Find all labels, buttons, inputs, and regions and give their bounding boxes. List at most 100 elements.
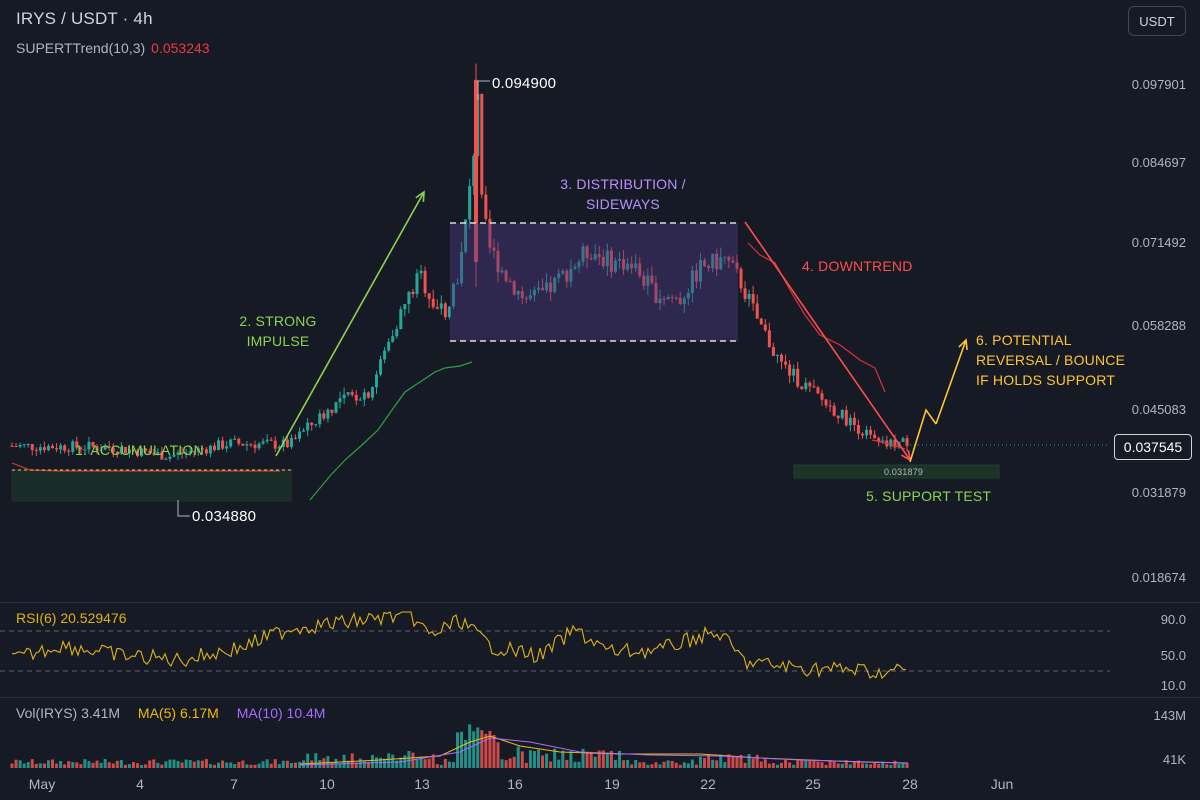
candle-body <box>403 304 407 310</box>
candle-body <box>626 263 630 270</box>
volume-bar <box>666 760 670 768</box>
candle <box>330 409 334 417</box>
candle-body <box>622 258 626 270</box>
volume-legend[interactable]: Vol(IRYS) 3.41M MA(5) 6.17M MA(10) 10.4M <box>16 705 325 721</box>
candle <box>59 443 63 454</box>
candle-body <box>168 456 172 459</box>
candle-body <box>881 440 885 442</box>
supertrend-legend[interactable]: SUPERTTrend(10,3) 0.053243 <box>16 40 210 56</box>
volume-bar <box>51 759 54 768</box>
candle <box>828 399 832 412</box>
supertrend-segment-down <box>871 439 906 450</box>
volume-bar <box>34 763 38 768</box>
candle-body <box>844 410 848 426</box>
volume-bar <box>144 764 148 768</box>
candle-body <box>237 438 241 444</box>
volume-bar <box>828 760 832 768</box>
panel-separator[interactable] <box>0 602 1200 603</box>
candle-body <box>707 266 711 269</box>
candle <box>460 241 464 287</box>
volume-bar <box>577 761 581 768</box>
symbol-title[interactable]: IRYS / USDT · 4h <box>16 9 153 28</box>
candle-body <box>690 270 694 293</box>
candle-body <box>775 354 779 356</box>
candle-body <box>164 458 168 460</box>
candle <box>670 294 674 304</box>
candle-body <box>204 449 208 454</box>
phase6-line2: REVERSAL / BOUNCE <box>976 352 1126 368</box>
candle <box>196 446 200 456</box>
volume-bar <box>512 756 516 768</box>
candle <box>152 449 156 457</box>
volume-bar <box>168 759 172 768</box>
candle <box>302 428 306 433</box>
candle <box>642 270 646 290</box>
candle-body <box>460 251 464 284</box>
candle <box>836 415 840 424</box>
volume-bar <box>613 760 617 768</box>
candle <box>383 347 387 364</box>
currency-button[interactable]: USDT <box>1128 6 1186 36</box>
volume-bar <box>277 764 281 768</box>
candle-body <box>370 387 374 398</box>
candle-body <box>496 250 500 273</box>
volume-bar <box>403 755 407 768</box>
candle-body <box>630 263 634 269</box>
volume-bar <box>893 760 897 768</box>
phase2-line1: 2. STRONG <box>239 313 317 329</box>
candle <box>520 286 524 305</box>
volume-bar <box>812 760 816 768</box>
candle <box>577 259 581 273</box>
candle <box>585 244 589 269</box>
rsi-legend[interactable]: RSI(6) 20.529476 <box>16 610 127 626</box>
candle <box>257 441 261 451</box>
candle <box>391 329 395 343</box>
candle <box>634 253 638 273</box>
candle-body <box>504 270 508 282</box>
candle <box>217 437 221 451</box>
candle <box>75 436 79 451</box>
candle <box>715 248 719 277</box>
phase4-label: 4. DOWNTREND <box>802 258 913 274</box>
candle <box>646 268 650 296</box>
panel-separator[interactable] <box>0 697 1200 698</box>
candle <box>792 364 796 383</box>
candle <box>144 448 148 454</box>
volume-bar <box>605 753 609 768</box>
volume-bar <box>451 762 455 768</box>
candle <box>350 389 354 397</box>
candle-body <box>800 386 804 389</box>
candle-body <box>152 453 156 455</box>
volume-bar <box>743 762 747 768</box>
low-leader-line <box>177 500 190 517</box>
volume-bar <box>715 760 719 768</box>
candle-body <box>391 336 395 342</box>
candle-body <box>172 454 176 457</box>
candle <box>775 354 779 364</box>
candle-body <box>107 446 111 448</box>
volume-bar <box>532 751 536 768</box>
candle-body <box>694 270 698 282</box>
volume-bar <box>119 760 123 768</box>
candle-body <box>91 441 95 447</box>
candle-body <box>10 445 14 447</box>
candle-body <box>832 405 836 416</box>
phase6-line3: IF HOLDS SUPPORT <box>976 372 1116 388</box>
candle <box>26 443 30 448</box>
price-axis-label: 0.084697 <box>1131 155 1186 170</box>
candle-body <box>642 275 646 286</box>
candle-body <box>735 262 739 269</box>
candle-body <box>468 185 472 220</box>
volume-bar <box>164 761 168 768</box>
candle-body <box>42 447 46 451</box>
candle <box>508 277 512 283</box>
candle <box>703 257 707 268</box>
candle <box>820 389 824 406</box>
candle-body <box>257 443 261 449</box>
volume-bar <box>22 763 26 768</box>
candle <box>346 392 350 397</box>
volume-bar <box>439 764 443 768</box>
candle <box>747 289 751 307</box>
bounce-arrow-head <box>958 338 968 351</box>
